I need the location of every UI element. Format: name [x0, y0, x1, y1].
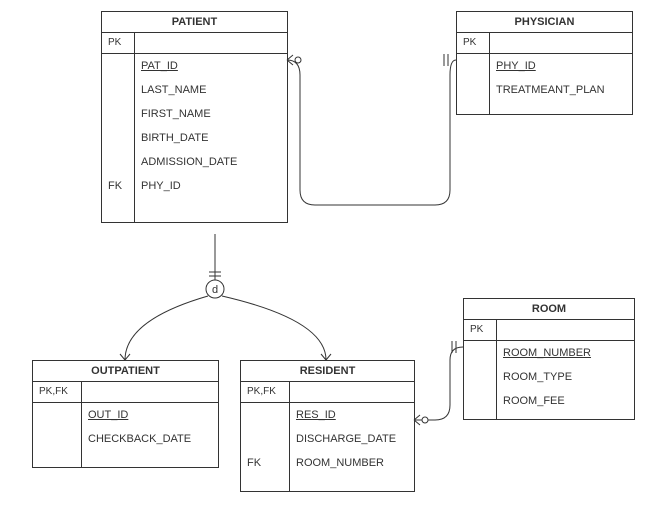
key-header: PK,FK: [241, 382, 289, 403]
attr-cell: ROOM_NUMBER: [497, 341, 634, 365]
attr-header: [135, 33, 287, 54]
entity-resident: RESIDENT PK,FK FK RES_ID DISCHARGE_DATE …: [240, 360, 415, 492]
disjoint-symbol: d: [212, 284, 218, 296]
key-cell: [102, 150, 134, 174]
attr-cell: ROOM_NUMBER: [290, 451, 414, 491]
attr-cell: DISCHARGE_DATE: [290, 427, 414, 451]
attr-cell: RES_ID: [290, 403, 414, 427]
key-cell: [102, 126, 134, 150]
attr-cell: BIRTH_DATE: [135, 126, 287, 150]
attr-cell: PHY_ID: [490, 54, 632, 78]
key-header: PK: [102, 33, 134, 54]
key-header: PK: [457, 33, 489, 54]
key-cell: FK: [102, 174, 134, 222]
attr-cell: TREATMEANT_PLAN: [490, 78, 632, 114]
attr-cell: LAST_NAME: [135, 78, 287, 102]
attr-cell: ADMISSION_DATE: [135, 150, 287, 174]
attr-cell: OUT_ID: [82, 403, 218, 427]
entity-title: PATIENT: [102, 12, 287, 33]
key-cell: [102, 78, 134, 102]
key-cell: [464, 389, 496, 419]
entity-title: OUTPATIENT: [33, 361, 218, 382]
key-cell: [464, 341, 496, 365]
entity-physician: PHYSICIAN PK PHY_ID TREATMEANT_PLAN: [456, 11, 633, 115]
attr-header: [497, 320, 634, 341]
attr-cell: PHY_ID: [135, 174, 287, 222]
entity-outpatient: OUTPATIENT PK,FK OUT_ID CHECKBACK_DATE: [32, 360, 219, 468]
attr-header: [82, 382, 218, 403]
attr-cell: ROOM_TYPE: [497, 365, 634, 389]
key-header: PK: [464, 320, 496, 341]
attr-cell: FIRST_NAME: [135, 102, 287, 126]
key-cell: FK: [241, 451, 289, 491]
entity-title: ROOM: [464, 299, 634, 320]
entity-patient: PATIENT PK FK PAT_ID LAST_NAME FIRST_NAM…: [101, 11, 288, 223]
key-cell: [33, 427, 81, 467]
key-cell: [464, 365, 496, 389]
entity-title: RESIDENT: [241, 361, 414, 382]
attr-cell: PAT_ID: [135, 54, 287, 78]
key-cell: [241, 403, 289, 427]
key-cell: [102, 54, 134, 78]
key-cell: [457, 54, 489, 78]
attr-header: [290, 382, 414, 403]
key-cell: [457, 78, 489, 114]
attr-cell: CHECKBACK_DATE: [82, 427, 218, 467]
entity-title: PHYSICIAN: [457, 12, 632, 33]
key-cell: [33, 403, 81, 427]
attr-header: [490, 33, 632, 54]
key-cell: [102, 102, 134, 126]
key-header: PK,FK: [33, 382, 81, 403]
attr-cell: ROOM_FEE: [497, 389, 634, 419]
key-cell: [241, 427, 289, 451]
entity-room: ROOM PK ROOM_NUMBER ROOM_TYPE ROOM_FEE: [463, 298, 635, 420]
